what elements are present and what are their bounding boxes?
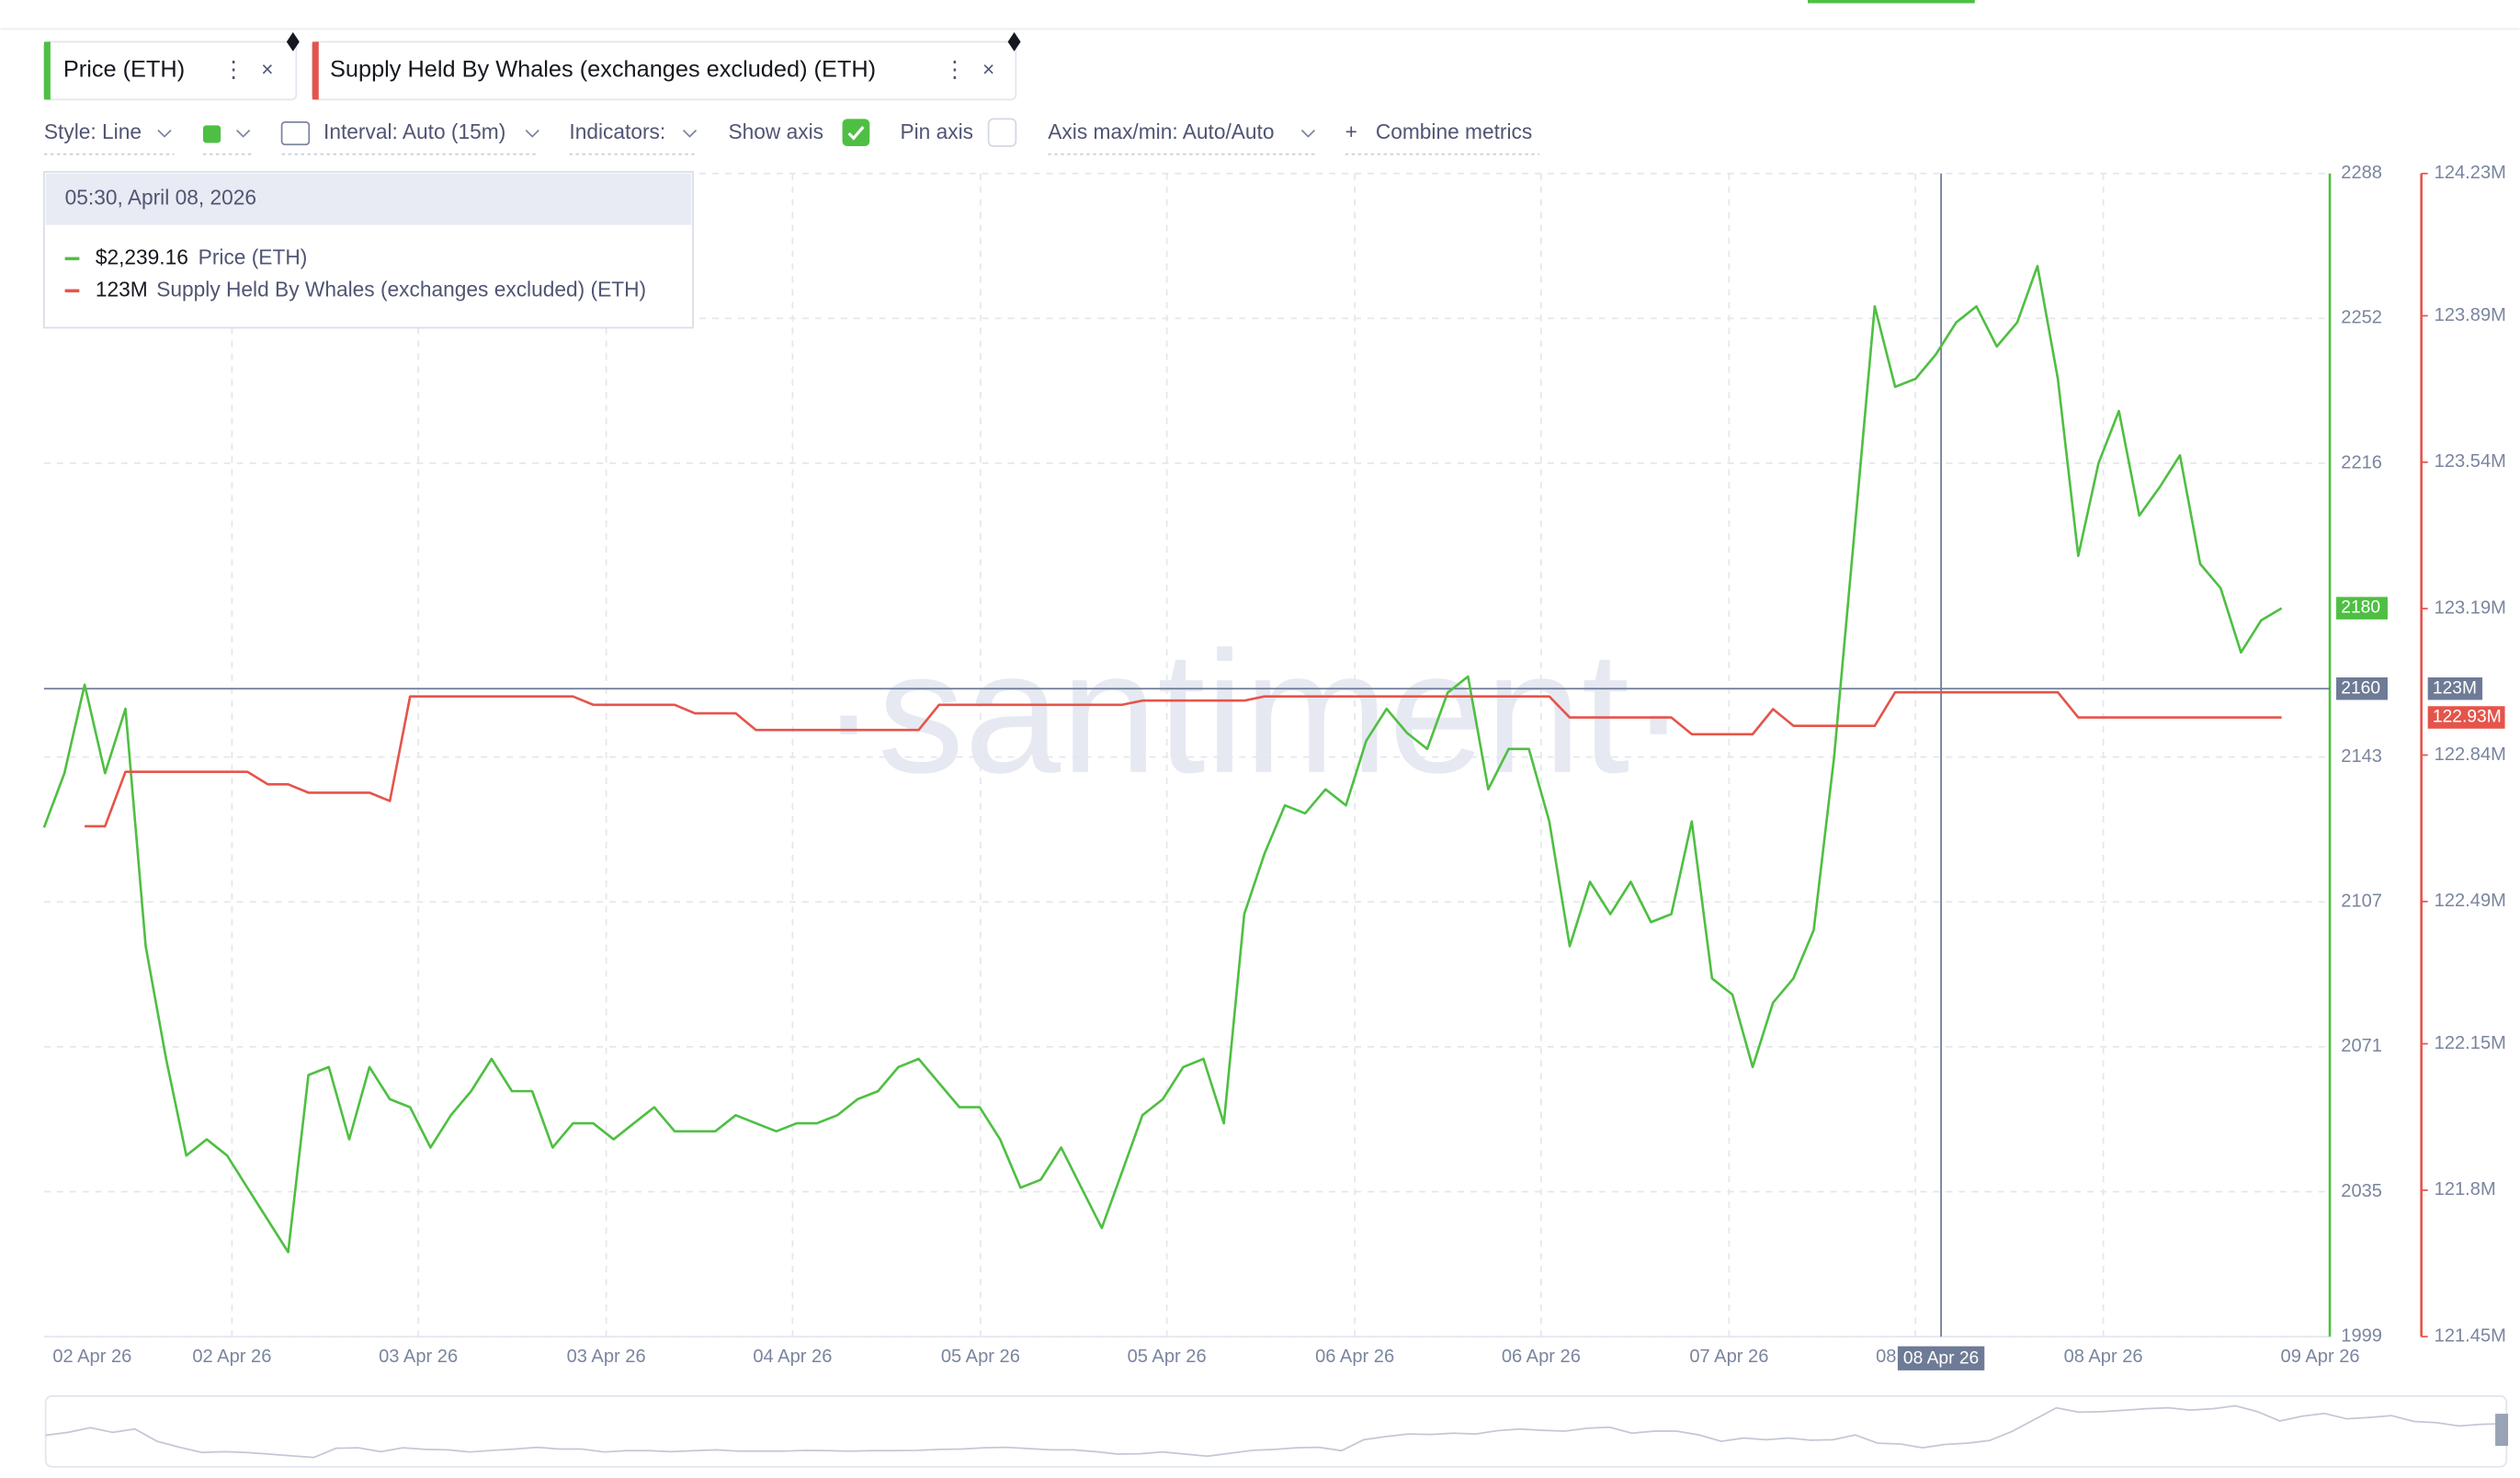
- plus: +: [1345, 119, 1357, 143]
- y-tick-label: 2143: [2341, 746, 2382, 767]
- y2-tick-label: 122.15M: [2435, 1033, 2506, 1053]
- y-tick-label: 2071: [2341, 1036, 2382, 1056]
- metric-tab[interactable]: Price (ETH) ⋮ ×: [43, 40, 298, 101]
- crosshair-y2-badge-bg: [2427, 676, 2483, 700]
- pin-axis-checkbox[interactable]: [987, 118, 1017, 147]
- metric-tab[interactable]: Supply Held By Whales (exchanges exclude…: [311, 40, 1017, 101]
- tooltip: 05:30, April 08, 2026 $2,239.16 Price (E…: [43, 171, 694, 329]
- tooltip-name: Supply Held By Whales (exchanges exclude…: [156, 277, 646, 301]
- y2-tick-label: 122.49M: [2435, 891, 2506, 911]
- tooltip-name: Price (ETH): [199, 244, 308, 268]
- navigator: [44, 1394, 2508, 1468]
- axis-range-select[interactable]: Axis max/min: Auto/Auto: [1048, 119, 1274, 143]
- last-price-badge-bg: [2336, 597, 2388, 620]
- color-select[interactable]: [202, 125, 221, 143]
- series-line: [42, 265, 2283, 1254]
- x-tick-label: 03 Apr 26: [379, 1347, 458, 1367]
- tooltip-time: 05:30, April 08, 2026: [65, 186, 256, 210]
- y-tick-label: 2252: [2341, 308, 2382, 328]
- x-tick-label: 06 Apr 26: [1502, 1347, 1581, 1367]
- x-tick-label: 07 Apr 26: [1689, 1347, 1768, 1367]
- caret: [525, 129, 539, 138]
- x-tick-label: 02 Apr 26: [52, 1347, 131, 1367]
- y2-tick-label: 122.84M: [2435, 745, 2506, 765]
- crosshair-y2-badge: 123M: [2433, 678, 2477, 698]
- caret: [236, 129, 251, 138]
- indicators-select[interactable]: Indicators:: [569, 119, 665, 143]
- tab-close[interactable]: ×: [982, 57, 994, 81]
- last-y2-badge: 122.93M: [2433, 708, 2502, 727]
- series-line: [85, 690, 2282, 828]
- plot: ·santiment· 02 Apr 26 02 Apr 26 03 Apr 26 03…: [42, 163, 2509, 1468]
- x-tick-label: 05 Apr 26: [1128, 1347, 1207, 1367]
- crosshair-price-badge: 2160: [2341, 678, 2380, 698]
- x-tick-label: 04 Apr 26: [753, 1347, 832, 1367]
- y2-tick-label: 123.89M: [2435, 305, 2506, 325]
- last-y2-badge-bg: [2427, 706, 2505, 729]
- y-tick-label: 2035: [2341, 1181, 2382, 1201]
- show-axis-checkbox[interactable]: [842, 119, 870, 147]
- x-tick-label: 05 Apr 26: [941, 1347, 1020, 1367]
- show-axis-label: Show axis: [728, 119, 823, 143]
- y-tick-label: 2216: [2341, 452, 2382, 472]
- x-tick-label: 02 Apr 26: [192, 1347, 271, 1367]
- tab-close[interactable]: ×: [261, 57, 273, 81]
- pin-axis-label: Pin axis: [900, 119, 973, 143]
- top-tab[interactable]: [1808, 0, 1975, 4]
- y-tick-label: 2288: [2341, 163, 2382, 183]
- interval-select[interactable]: Interval: Auto (15m): [324, 119, 505, 143]
- toolbar: Style: Line Interval: Auto (15m) Indicat…: [43, 118, 1540, 155]
- x-tick-label: 09 Apr 26: [2281, 1347, 2360, 1367]
- crosshair-x-badge: 08 Apr 26: [1903, 1349, 1979, 1369]
- y2-tick-label: 121.8M: [2435, 1179, 2496, 1199]
- tab-label: Price (ETH): [63, 57, 185, 83]
- tooltip-header: [45, 173, 692, 225]
- x-tick-label: 03 Apr 26: [567, 1347, 646, 1367]
- y-tick-label: 2107: [2341, 892, 2382, 912]
- caret: [1300, 129, 1316, 138]
- crosshair-x-badge-bg: [1897, 1346, 1985, 1370]
- x-tick-label: 08 Apr 26: [2064, 1347, 2143, 1367]
- y2-tick-label: 123.54M: [2435, 451, 2506, 472]
- y2-tick-label: 123.19M: [2435, 597, 2506, 618]
- caret: [157, 129, 172, 138]
- y2-tick-label: 121.45M: [2435, 1326, 2506, 1347]
- x-tick-label: 06 Apr 26: [1315, 1347, 1394, 1367]
- interval-icon: [280, 120, 311, 146]
- tab-label: Supply Held By Whales (exchanges exclude…: [330, 57, 876, 83]
- check: [847, 126, 865, 141]
- tab-menu[interactable]: ⋮: [944, 57, 966, 82]
- last-price-badge: 2180: [2341, 598, 2380, 618]
- watermark: ·santiment·: [820, 616, 1687, 810]
- navigator-handle[interactable]: [2495, 1414, 2509, 1447]
- style-select[interactable]: Style: Line: [44, 119, 142, 143]
- navigator-line: [45, 1404, 2503, 1459]
- combine-metrics[interactable]: Combine metrics: [1376, 119, 1532, 143]
- y2-tick-label: 124.23M: [2435, 163, 2506, 183]
- tooltip-value: $2,239.16: [96, 244, 188, 268]
- y-tick-label: 1999: [2341, 1326, 2382, 1347]
- crosshair-price-badge-bg: [2336, 676, 2388, 700]
- tooltip-value: 123M: [96, 277, 148, 301]
- tab-menu[interactable]: ⋮: [222, 57, 244, 82]
- caret: [682, 129, 698, 138]
